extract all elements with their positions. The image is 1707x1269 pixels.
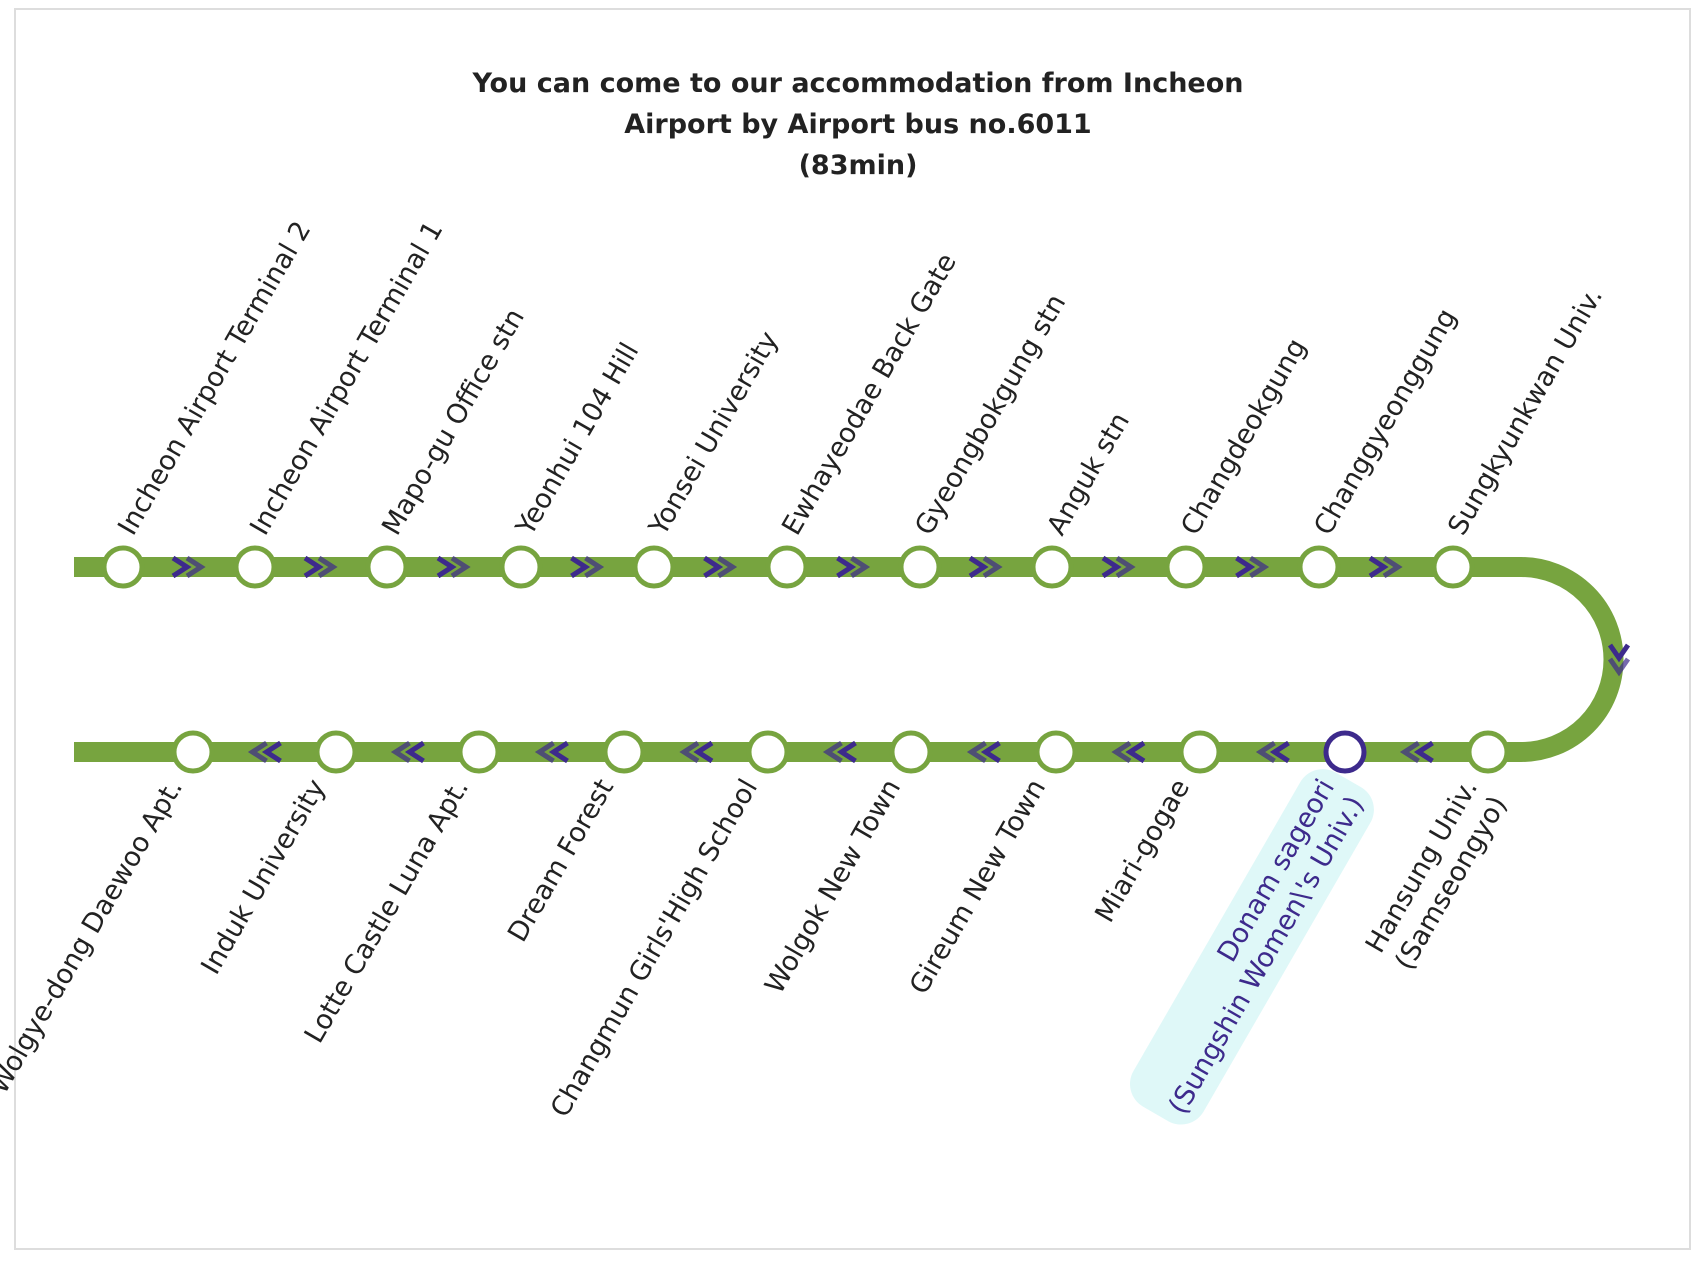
- direction-arrow: [450, 555, 471, 579]
- direction-arrow: [1399, 740, 1420, 764]
- direction-arrow: [1607, 643, 1631, 663]
- direction-arrow: [1368, 555, 1389, 579]
- station: [602, 730, 646, 774]
- station: [233, 545, 277, 589]
- direction-arrow: [980, 740, 1001, 764]
- station: [1431, 545, 1475, 589]
- direction-arrow: [584, 555, 605, 579]
- direction-arrow: [1255, 740, 1276, 764]
- direction-arrow: [404, 740, 425, 764]
- title-line: Airport by Airport bus no.6011: [624, 109, 1091, 140]
- station: [1034, 730, 1078, 774]
- direction-arrow: [1101, 555, 1122, 579]
- station: [365, 545, 409, 589]
- station: [1466, 730, 1510, 774]
- station: [1164, 545, 1208, 589]
- station: [632, 545, 676, 589]
- title-line: You can come to our accommodation from I…: [471, 68, 1243, 99]
- direction-arrow: [185, 555, 206, 579]
- highlight: [1129, 769, 1374, 1125]
- direction-arrow: [1269, 740, 1290, 764]
- direction-arrow: [679, 740, 700, 764]
- direction-arrow: [968, 555, 989, 579]
- station: [101, 545, 145, 589]
- direction-arrow: [822, 740, 843, 764]
- direction-arrow: [966, 740, 987, 764]
- station: [457, 730, 501, 774]
- direction-arrow: [717, 555, 738, 579]
- station: [171, 730, 215, 774]
- station: [889, 730, 933, 774]
- station: [314, 730, 358, 774]
- direction-arrow: [1111, 740, 1132, 764]
- station: [1030, 545, 1074, 589]
- direction-arrow: [317, 555, 338, 579]
- station: [1323, 730, 1367, 774]
- route-line: [74, 557, 1624, 762]
- station: [1297, 545, 1341, 589]
- direction-arrow: [1249, 555, 1270, 579]
- direction-arrow: [836, 740, 857, 764]
- direction-arrow: [1125, 740, 1146, 764]
- direction-arrow: [1235, 555, 1256, 579]
- direction-arrow: [693, 740, 714, 764]
- direction-arrow: [261, 740, 282, 764]
- direction-arrow: [548, 740, 569, 764]
- station: [1178, 730, 1222, 774]
- direction-arrow: [703, 555, 724, 579]
- frame: [14, 8, 1691, 1250]
- direction-arrow: [570, 555, 591, 579]
- station: [499, 545, 543, 589]
- station: [746, 730, 790, 774]
- direction-arrow: [303, 555, 324, 579]
- direction-arrow: [836, 555, 857, 579]
- direction-arrow: [390, 740, 411, 764]
- direction-arrow: [1382, 555, 1403, 579]
- title-line: (83min): [799, 150, 918, 181]
- direction-arrow: [1413, 740, 1434, 764]
- direction-arrow: [247, 740, 268, 764]
- direction-arrow: [171, 555, 192, 579]
- direction-arrow: [1115, 555, 1136, 579]
- direction-arrow: [436, 555, 457, 579]
- direction-arrow: [850, 555, 871, 579]
- direction-arrow: [982, 555, 1003, 579]
- direction-arrow: [534, 740, 555, 764]
- direction-arrow: [1607, 657, 1631, 677]
- station: [898, 545, 942, 589]
- station: [765, 545, 809, 589]
